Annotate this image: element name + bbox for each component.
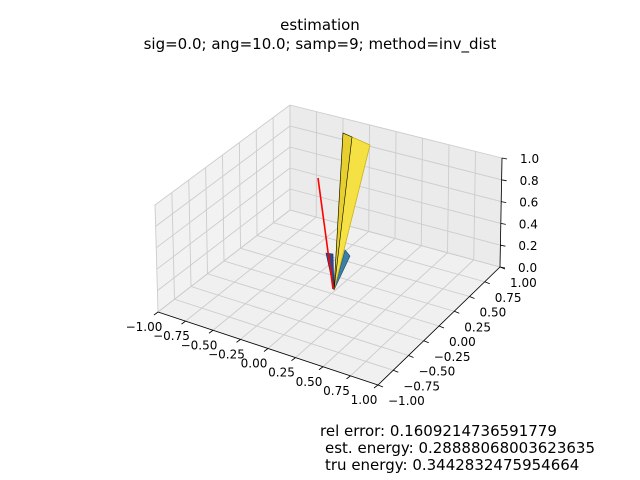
y-tick-label: −0.25 [434,350,471,364]
z-tick-label: 0.2 [518,239,537,253]
grid-z-left [155,146,291,249]
tick-marks [153,157,508,389]
grid-y-wall [171,192,175,300]
grid-y-floor [256,235,470,297]
true-vector-line [317,177,334,290]
x-tick [263,348,269,352]
x-tick-label: 1.00 [351,393,378,407]
x-tick [208,329,214,334]
x-tick-label: 0.00 [241,357,268,371]
x-tick [236,339,241,343]
y-tick-label: 1.00 [510,276,537,290]
grid-y-floor [240,247,455,312]
est-energy-text: est. energy: 0.28888068003623635 [325,439,596,457]
chart-subtitle: sig=0.0; ang=10.0; samp=9; method=inv_di… [143,35,497,53]
y-tick [423,340,429,344]
tick-labels: −1.00−0.75−0.50−0.250.000.250.500.751.00… [126,152,539,408]
x-tick-label: −0.75 [153,329,190,343]
chart-title: estimation [280,16,360,34]
grid-z-left [157,209,291,313]
y-tick [454,310,460,314]
grid-z-left [156,167,291,270]
grid-z-back [289,167,501,224]
grid-x-wall [447,144,450,253]
z-tick-label: 0.4 [519,217,538,231]
z-tick [501,179,507,182]
grid-y-floor [273,222,485,283]
estimate-arrow-teal [333,249,351,291]
grid-y-wall [205,167,208,274]
x-tick [181,320,186,325]
x-tick [291,357,296,361]
x-tick [373,384,379,389]
y-tick-label: −0.75 [403,379,440,393]
grid-x-wall [473,151,476,260]
z-tick [499,266,506,269]
z-tick-label: 0.0 [518,261,537,275]
y-tick [393,369,399,373]
grid-x-wall [368,124,370,232]
grid-y-wall [154,204,159,313]
grid-z-left [154,104,291,206]
grid-z-back [289,125,502,181]
grid-x-wall [394,131,397,239]
grid-y-wall [188,179,192,287]
y-tick [408,355,414,358]
grid-z-back [289,104,503,159]
x-tick [153,311,159,316]
y-tick-label: 0.50 [480,306,507,320]
grid-z-back [289,188,501,246]
x-tick-label: 0.50 [296,375,323,389]
x-tick [346,375,351,380]
y-tick-label: −0.50 [419,365,456,379]
grid-y-floor [190,286,409,356]
grid-x-wall [420,138,423,246]
rel-error-text: rel error: 0.1609214736591779 [320,422,557,440]
grid-y-wall [238,142,241,249]
x-tick-label: −0.25 [208,347,245,361]
grid-z-back [289,146,502,203]
x-tick [318,366,324,371]
y-tick-label: 0.75 [495,291,522,305]
z-tick-label: 0.8 [520,174,539,188]
x-tick-label: 0.25 [268,366,295,380]
tru-energy-text: tru energy: 0.3442832475954664 [325,456,580,474]
grid-y-wall [222,154,225,262]
z-tick [500,223,506,225]
y-tick [377,384,384,388]
y-tick [484,281,490,285]
grid-y-floor [174,298,394,371]
grid-z-back [289,209,501,268]
z-tick-label: 1.0 [520,152,539,166]
z-tick-label: 0.6 [519,196,538,210]
z-tick [501,201,507,203]
grid-y-floor [223,260,440,327]
grid-y-wall [255,129,258,236]
y-tick-label: 0.25 [464,320,491,334]
y-tick-label: 0.00 [449,335,476,349]
x-tick-label: −1.00 [126,320,163,334]
grid-y-floor [207,273,424,342]
z-tick [500,244,506,247]
y-tick-label: −1.00 [388,394,425,408]
estimate-arrow-yellow-side [333,132,353,291]
x-tick-label: 0.75 [323,384,350,398]
grid-z-left [157,188,291,291]
x-tick-label: −0.50 [181,338,218,352]
grid-z-left [155,125,291,227]
y-tick [438,325,445,329]
floor-pane [158,210,500,385]
y-tick [469,296,475,299]
z-tick [501,157,508,160]
